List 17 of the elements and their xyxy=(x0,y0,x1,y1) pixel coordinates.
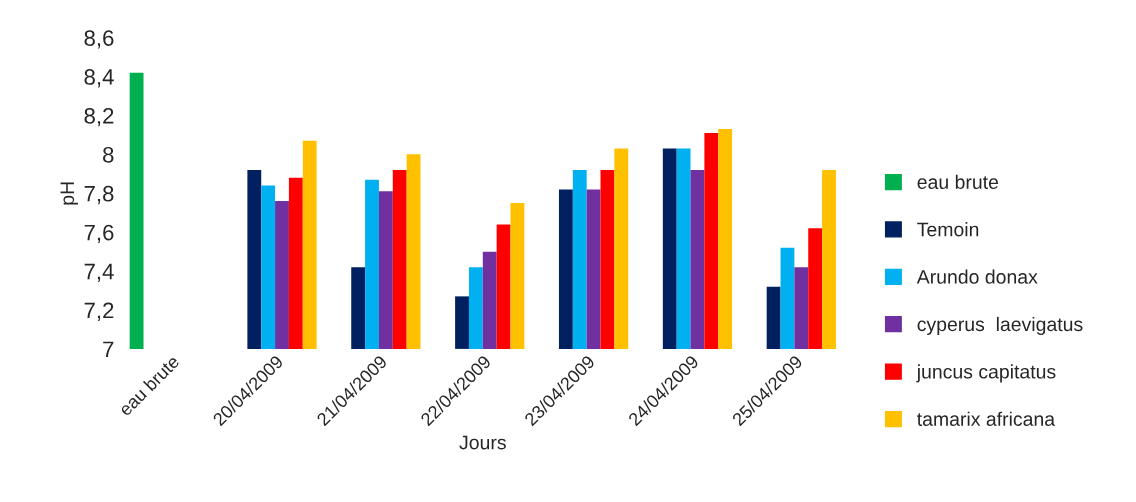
legend-label: Temoin xyxy=(917,222,979,237)
y-tick-label: 8,6 xyxy=(84,30,114,49)
y-tick-label: 8 xyxy=(103,146,114,163)
y-tick-label: 7,8 xyxy=(84,185,114,205)
legend-label: tamarix africana xyxy=(917,411,1056,426)
y-tick-label: 7,4 xyxy=(84,263,114,282)
y-tick-label: 8,4 xyxy=(84,69,114,88)
y-axis-title: pH xyxy=(60,182,78,205)
y-tick-label: 7 xyxy=(103,341,114,357)
y-tick-label: 7,6 xyxy=(84,224,114,244)
y-tick-label: 8,2 xyxy=(84,107,114,127)
legend-label: eau brute xyxy=(917,174,999,189)
legend-label: cyperus laevigatus xyxy=(917,316,1083,336)
legend-label: juncus capitatus xyxy=(916,364,1056,383)
x-axis-title: Jours xyxy=(459,435,506,450)
legend-label: Arundo donax xyxy=(916,269,1038,284)
y-tick-label: 7,2 xyxy=(84,302,114,321)
